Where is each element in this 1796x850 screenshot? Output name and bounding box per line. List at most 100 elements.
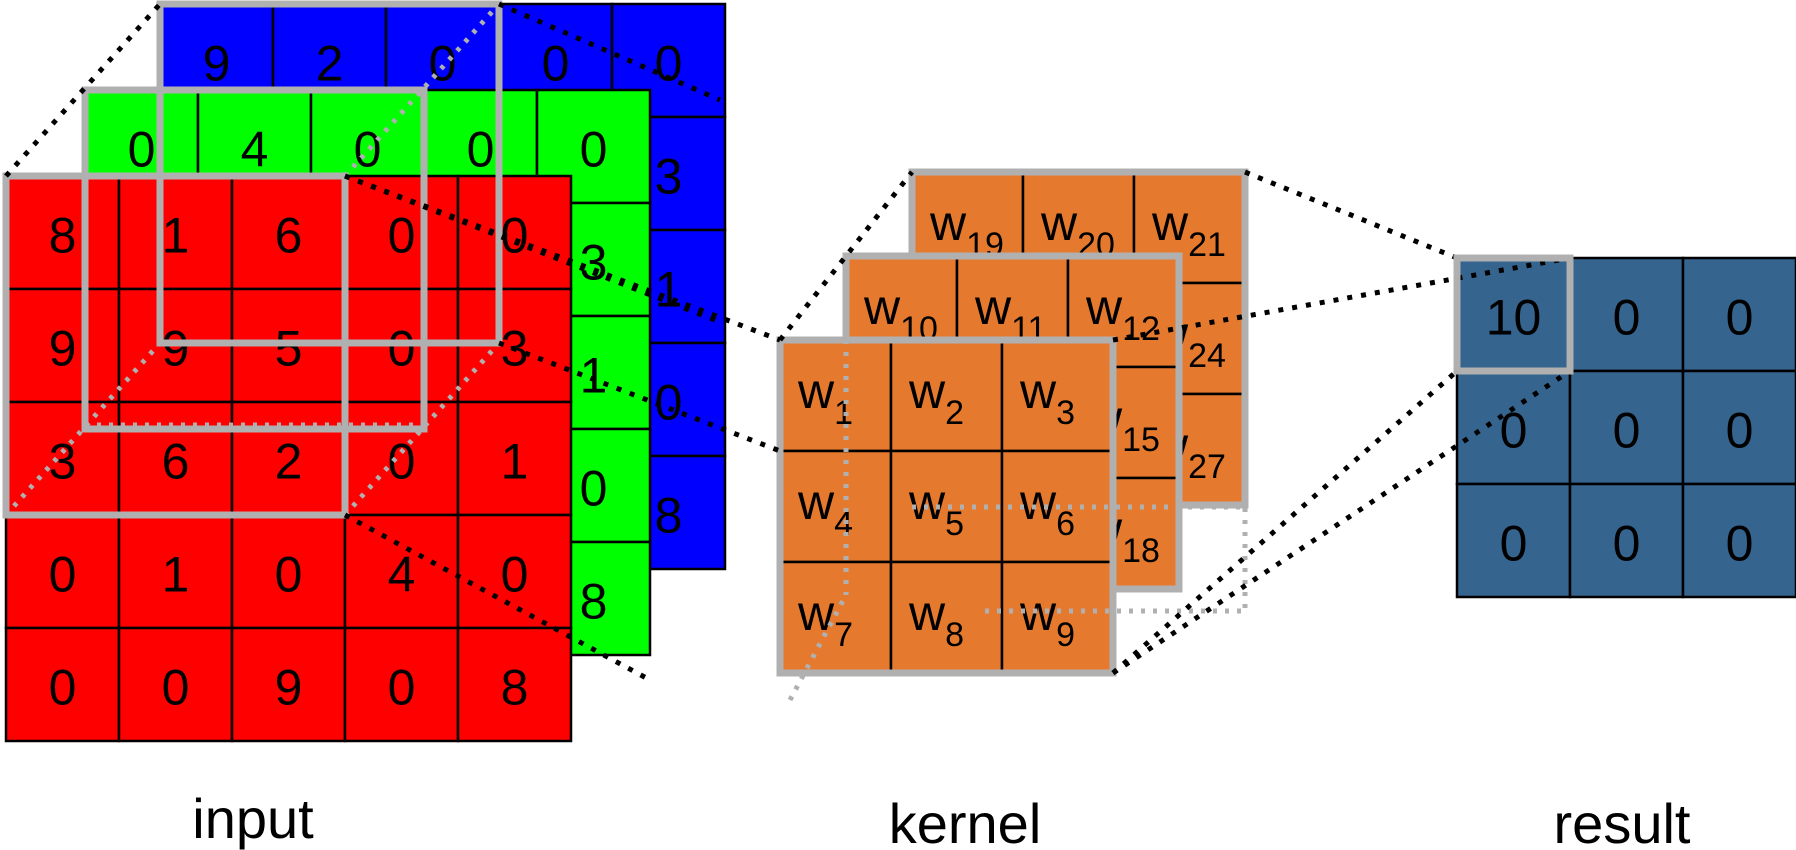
kernel-weight-index: 15 xyxy=(1122,421,1160,459)
input-cell xyxy=(456,513,573,630)
kernel-weight-index: 12 xyxy=(1122,310,1160,348)
kernel-weight-index: 27 xyxy=(1188,448,1226,486)
kernel-weight: w20 xyxy=(1040,195,1115,264)
kernel-weight-symbol: w xyxy=(1085,279,1123,335)
result-cell xyxy=(1568,482,1685,599)
input-cell-value: 9 xyxy=(275,660,303,716)
input-cell-value: 0 xyxy=(580,461,608,517)
kernel-weight-symbol: w xyxy=(1151,195,1189,251)
input-cell xyxy=(4,626,121,743)
kernel-weight-index: 8 xyxy=(945,616,964,654)
kernel-weight-symbol: w xyxy=(908,363,946,419)
kernel-weight-symbol: w xyxy=(974,279,1012,335)
result-cell-value: 0 xyxy=(1613,516,1641,572)
connector-line xyxy=(1244,169,1458,261)
input-cell-value: 1 xyxy=(501,434,529,490)
input-cell-value: 4 xyxy=(241,122,269,178)
input-cell-value: 0 xyxy=(580,122,608,178)
kernel-weight-index: 7 xyxy=(834,616,853,654)
input-cell-value: 8 xyxy=(655,488,683,544)
result-cell xyxy=(1681,482,1796,599)
input-cell-value: 8 xyxy=(49,208,77,264)
input-cell-value: 6 xyxy=(275,208,303,264)
input-cell-value: 1 xyxy=(580,348,608,404)
result-cell xyxy=(1568,256,1685,373)
connector-line xyxy=(4,2,162,178)
result-cell-value: 10 xyxy=(1486,290,1542,346)
result-cell-value: 0 xyxy=(1726,403,1754,459)
input-cell xyxy=(230,626,347,743)
kernel-weight-symbol: w xyxy=(908,585,946,641)
input-cell xyxy=(117,174,234,291)
input-cell-value: 0 xyxy=(49,547,77,603)
kernel-weight-symbol: w xyxy=(1040,195,1078,251)
kernel-frame xyxy=(776,336,1117,677)
kernel-weight: w5 xyxy=(908,474,964,543)
kernel-weight-symbol: w xyxy=(929,195,967,251)
input-cell xyxy=(456,626,573,743)
input-cell-value: 0 xyxy=(388,321,416,377)
kernel-weight: w3 xyxy=(1019,363,1075,432)
kernel-weight-index: 24 xyxy=(1188,337,1226,375)
input-cell-value: 0 xyxy=(501,547,529,603)
kernel-weight-symbol: w xyxy=(1019,474,1057,530)
kernel-cell xyxy=(889,449,1004,564)
kernel-weight-index: 3 xyxy=(1056,394,1075,432)
input-receptive-field-frame xyxy=(2,172,349,519)
receptive-field-overlays xyxy=(2,0,1574,702)
kernel-cell xyxy=(778,560,893,675)
input-cell-value: 3 xyxy=(580,235,608,291)
result-cell xyxy=(1681,256,1796,373)
input-cell-value: 0 xyxy=(542,36,570,92)
kernel-weight-symbol: w xyxy=(797,474,835,530)
kernel-weight-index: 6 xyxy=(1056,505,1075,543)
input-cell-value: 6 xyxy=(162,434,190,490)
input-label: input xyxy=(192,787,314,850)
input-cell xyxy=(117,400,234,517)
kernel-weight-index: 18 xyxy=(1122,532,1160,570)
kernel-weight: w12 xyxy=(1085,279,1160,348)
input-cell-value: 1 xyxy=(162,208,190,264)
kernel-weight: w2 xyxy=(908,363,964,432)
projection-line xyxy=(4,341,162,517)
kernel-weight-index: 5 xyxy=(945,505,964,543)
input-cell-value: 0 xyxy=(388,208,416,264)
input-cell-value: 8 xyxy=(501,660,529,716)
input-cell xyxy=(4,174,121,291)
input-cell-value: 9 xyxy=(203,36,231,92)
input-cell-value: 9 xyxy=(49,321,77,377)
result-label: result xyxy=(1554,792,1691,850)
input-cell-value: 3 xyxy=(655,149,683,205)
kernel-weight-symbol: w xyxy=(797,585,835,641)
result-cell-value: 0 xyxy=(1500,403,1528,459)
result-cell xyxy=(1455,482,1572,599)
kernel-weight: w21 xyxy=(1151,195,1226,264)
kernel-weight-symbol: w xyxy=(863,279,901,335)
kernel-label: kernel xyxy=(889,792,1042,850)
result-cell xyxy=(1681,369,1796,486)
input-cell xyxy=(230,400,347,517)
projection-line xyxy=(787,593,849,702)
input-cell-value: 2 xyxy=(275,434,303,490)
input-cell-value: 8 xyxy=(580,574,608,630)
input-cell-value: 0 xyxy=(162,660,190,716)
input-cell-value: 9 xyxy=(162,321,190,377)
result-cell-value: 0 xyxy=(1613,403,1641,459)
kernel-weight: w6 xyxy=(1019,474,1075,543)
input-cell-value: 0 xyxy=(655,36,683,92)
kernel-weight-symbol: w xyxy=(908,474,946,530)
result-highlight-frame xyxy=(1453,254,1574,375)
kernel-weight-index: 21 xyxy=(1188,226,1226,264)
kernel-volume: w19w20w21w24w27w10w11w12w15w18w1w2w3w4w5… xyxy=(776,168,1249,677)
connector-line xyxy=(498,1,721,103)
input-cell xyxy=(230,174,347,291)
input-cell-value: 2 xyxy=(316,36,344,92)
input-cell-value: 0 xyxy=(275,547,303,603)
input-cell xyxy=(117,626,234,743)
result-cell-value: 0 xyxy=(1726,290,1754,346)
result-cell-value: 0 xyxy=(1500,516,1528,572)
red-channel: 8 1 6 0 09 9 5 0 33 6 2 0 10 1 0 4 00 0 9 0 8 xyxy=(4,174,573,743)
result-cell-value: 0 xyxy=(1726,516,1754,572)
